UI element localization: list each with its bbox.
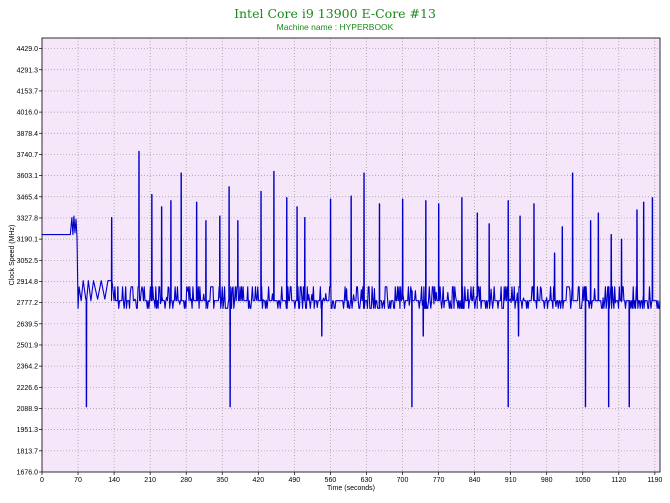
y-tick-label: 2914.8 (17, 279, 39, 286)
y-tick-label: 1813.7 (17, 448, 39, 455)
x-tick-label: 140 (108, 477, 120, 484)
y-tick-label: 4016.0 (17, 110, 39, 117)
x-tick-label: 1050 (575, 477, 591, 484)
y-tick-label: 3052.5 (17, 258, 39, 265)
chart-subtitle: Machine name : HYPERBOOK (276, 22, 394, 32)
y-tick-label: 1676.0 (17, 470, 39, 477)
x-tick-label: 70 (74, 477, 82, 484)
x-tick-label: 350 (216, 477, 228, 484)
x-tick-label: 280 (180, 477, 192, 484)
x-tick-label: 980 (541, 477, 553, 484)
y-axis-label: Clock Speed (MHz) (9, 225, 16, 286)
y-tick-label: 4153.7 (17, 88, 39, 95)
x-tick-label: 1120 (611, 477, 626, 484)
x-tick-label: 840 (469, 477, 481, 484)
y-tick-label: 3327.8 (17, 215, 39, 222)
y-tick-label: 2364.2 (17, 364, 39, 371)
x-tick-label: 210 (144, 477, 156, 484)
plot-frame (41, 37, 661, 473)
x-axis-ticks: 0 70 140 210 280 350 420 490 560 630 700 770 840 910 9… (40, 472, 662, 484)
y-tick-label: 3465.4 (17, 194, 39, 201)
y-tick-label: 3740.7 (17, 152, 39, 159)
y-tick-label: 2639.5 (17, 321, 39, 328)
x-tick-label: 700 (397, 477, 409, 484)
x-tick-label: 770 (433, 477, 445, 484)
y-tick-label: 2088.9 (17, 406, 39, 413)
y-tick-label: 3190.1 (17, 237, 39, 244)
y-tick-label: 2777.2 (17, 300, 39, 307)
y-tick-label: 2501.9 (17, 342, 39, 349)
chart-title: Intel Core i9 13900 E-Core #13 (234, 6, 436, 21)
x-tick-label: 420 (252, 477, 264, 484)
x-tick-label: 910 (505, 477, 517, 484)
x-tick-label: 630 (361, 477, 373, 484)
y-tick-label: 4291.3 (17, 67, 39, 74)
y-tick-label: 1951.3 (17, 427, 39, 434)
x-tick-label: 0 (40, 477, 44, 484)
y-axis-ticks: 4429.0 4291.3 4153.7 4016.0 3878.4 3740.7 3603… (17, 46, 42, 477)
data-series (42, 150, 661, 408)
x-tick-label: 490 (289, 477, 301, 484)
y-tick-label: 3603.1 (17, 173, 39, 180)
x-tick-label: 1190 (647, 477, 662, 484)
series-line (42, 150, 661, 408)
x-tick-label: 560 (325, 477, 337, 484)
y-tick-label: 4429.0 (17, 46, 39, 53)
x-axis-label: Time (seconds) (327, 485, 375, 492)
y-tick-label: 2226.6 (17, 385, 39, 392)
y-tick-label: 3878.4 (17, 131, 39, 138)
